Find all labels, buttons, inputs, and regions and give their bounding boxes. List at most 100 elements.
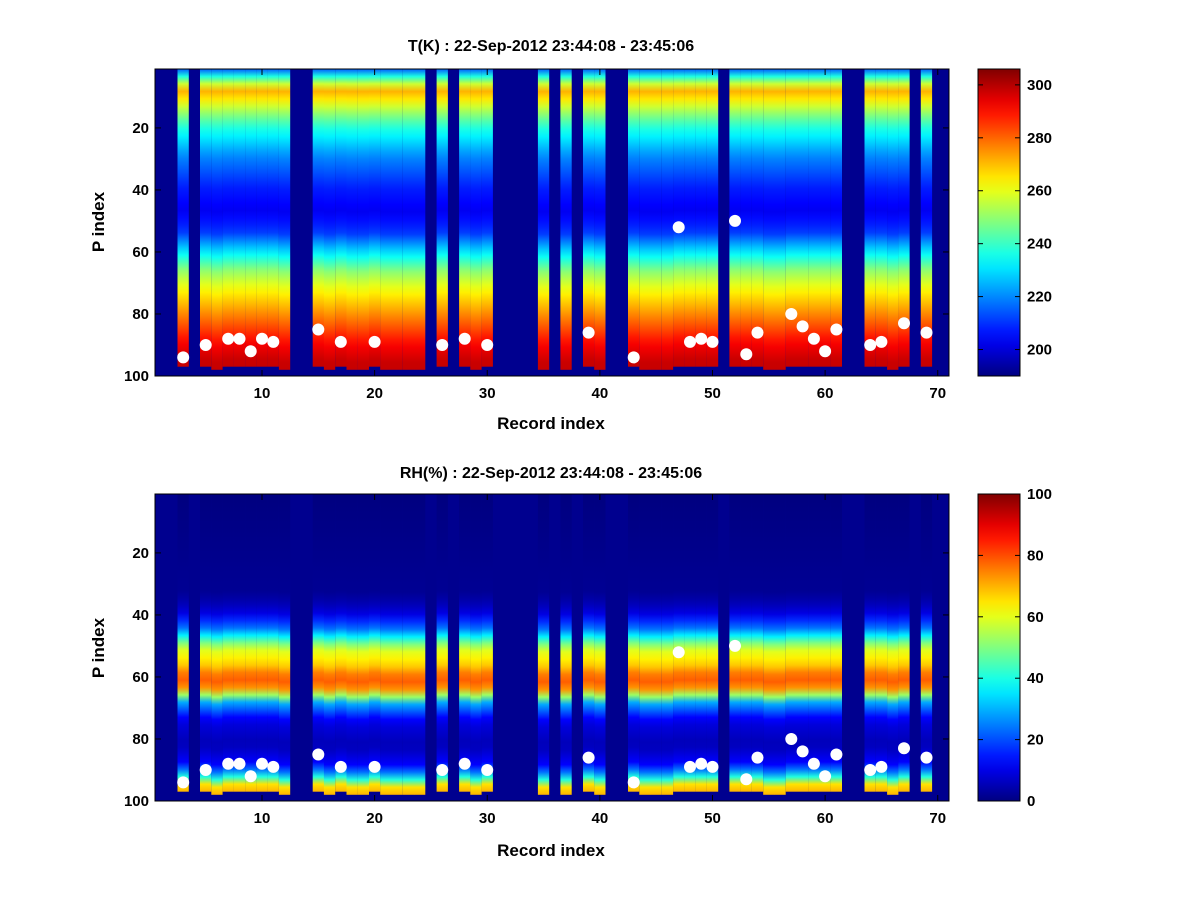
- profile-column: [312, 494, 324, 792]
- profile-column: [695, 494, 707, 792]
- profile-column: [470, 494, 482, 795]
- surface-marker: [233, 757, 246, 770]
- surface-marker: [807, 757, 820, 770]
- surface-marker: [920, 326, 933, 339]
- temperature-title: T(K) : 22-Sep-2012 23:44:08 - 23:45:06: [408, 38, 694, 55]
- profile-column: [583, 494, 595, 792]
- profile-column: [233, 69, 246, 367]
- surface-marker: [458, 332, 471, 345]
- profile-column: [661, 494, 674, 795]
- profile-column: [583, 69, 595, 367]
- profile-column: [537, 494, 550, 795]
- surface-marker: [256, 332, 268, 345]
- profile-column: [470, 69, 482, 370]
- colorbar-tick-label: 260: [1027, 183, 1052, 200]
- profile-column: [639, 69, 651, 370]
- humidity-title: RH(%) : 22-Sep-2012 23:44:08 - 23:45:06: [400, 465, 702, 482]
- profile-column: [222, 494, 234, 792]
- surface-marker: [458, 757, 471, 770]
- y-tick-label: 20: [132, 545, 149, 562]
- colorbar-gradient: [977, 493, 1021, 802]
- profile-column: [357, 69, 369, 370]
- surface-marker: [672, 646, 685, 659]
- profile-column: [481, 494, 493, 792]
- surface-marker: [199, 764, 212, 776]
- surface-marker: [684, 760, 696, 773]
- profile-column: [481, 69, 493, 367]
- profile-column: [436, 494, 448, 792]
- surface-marker: [312, 748, 325, 761]
- humidity-colorbar: 0 20 40 60 80 100: [977, 486, 1052, 810]
- profile-column: [751, 69, 764, 367]
- surface-marker: [436, 339, 449, 351]
- temperature-surface-markers: [177, 214, 933, 364]
- profile-column: [875, 494, 888, 792]
- humidity-x-ticks: 10 20 30 40 50 60 70: [254, 494, 946, 827]
- profile-column: [414, 494, 426, 795]
- surface-marker: [706, 335, 719, 348]
- surface-marker: [312, 323, 325, 336]
- x-tick-label: 50: [704, 385, 721, 402]
- profile-column: [177, 69, 189, 367]
- profile-column: [628, 494, 640, 792]
- surface-marker: [807, 332, 820, 345]
- surface-marker: [819, 345, 832, 358]
- profile-column: [323, 69, 336, 370]
- profile-column: [335, 494, 347, 792]
- humidity-y-ticks: 20 40 60 80 100: [124, 545, 949, 810]
- surface-marker: [222, 757, 235, 770]
- x-tick-label: 60: [817, 385, 834, 402]
- profile-column: [751, 494, 764, 792]
- profile-column: [887, 69, 899, 370]
- profile-column: [436, 69, 448, 367]
- temperature-y-label: P index: [89, 191, 108, 252]
- surface-marker: [481, 339, 494, 351]
- surface-marker: [864, 764, 877, 776]
- y-tick-label: 60: [132, 669, 149, 686]
- surface-marker: [334, 760, 347, 773]
- surface-marker: [830, 323, 843, 336]
- surface-marker: [199, 339, 212, 351]
- surface-marker: [898, 742, 910, 755]
- x-tick-label: 30: [479, 810, 496, 827]
- colorbar-tick-label: 300: [1027, 77, 1052, 94]
- surface-marker: [740, 773, 753, 786]
- surface-marker: [695, 332, 708, 345]
- y-tick-label: 100: [124, 793, 149, 810]
- surface-marker: [740, 348, 753, 361]
- surface-marker: [222, 332, 235, 345]
- profile-column: [763, 494, 775, 795]
- profile-column: [920, 494, 933, 792]
- surface-marker: [672, 221, 685, 234]
- surface-marker: [582, 326, 595, 339]
- surface-marker: [627, 776, 640, 789]
- profile-column: [594, 494, 606, 795]
- profile-column: [785, 69, 797, 367]
- y-tick-label: 60: [132, 244, 149, 261]
- temperature-panel: T(K) : 22-Sep-2012 23:44:08 - 23:45:06 1…: [89, 38, 1052, 433]
- y-tick-label: 100: [124, 368, 149, 385]
- profile-column: [323, 494, 336, 795]
- profile-column: [380, 69, 392, 370]
- surface-marker: [898, 317, 910, 330]
- temperature-profiles: [177, 69, 933, 370]
- profile-column: [808, 69, 820, 367]
- profile-column: [819, 494, 831, 792]
- surface-marker: [751, 751, 764, 764]
- profile-column: [459, 69, 471, 367]
- y-tick-label: 80: [132, 306, 149, 323]
- surface-marker: [875, 760, 888, 773]
- colorbar-tick-label: 20: [1027, 732, 1044, 749]
- surface-marker: [368, 335, 381, 348]
- profile-column: [177, 494, 189, 792]
- surface-marker: [267, 335, 280, 348]
- surface-marker: [830, 748, 843, 761]
- x-tick-label: 40: [592, 385, 609, 402]
- surface-marker: [796, 320, 809, 333]
- surface-marker: [233, 332, 246, 345]
- humidity-plot-frame: [154, 493, 950, 802]
- temperature-x-label: Record index: [497, 414, 605, 433]
- profile-column: [639, 494, 651, 795]
- profile-column: [887, 494, 899, 795]
